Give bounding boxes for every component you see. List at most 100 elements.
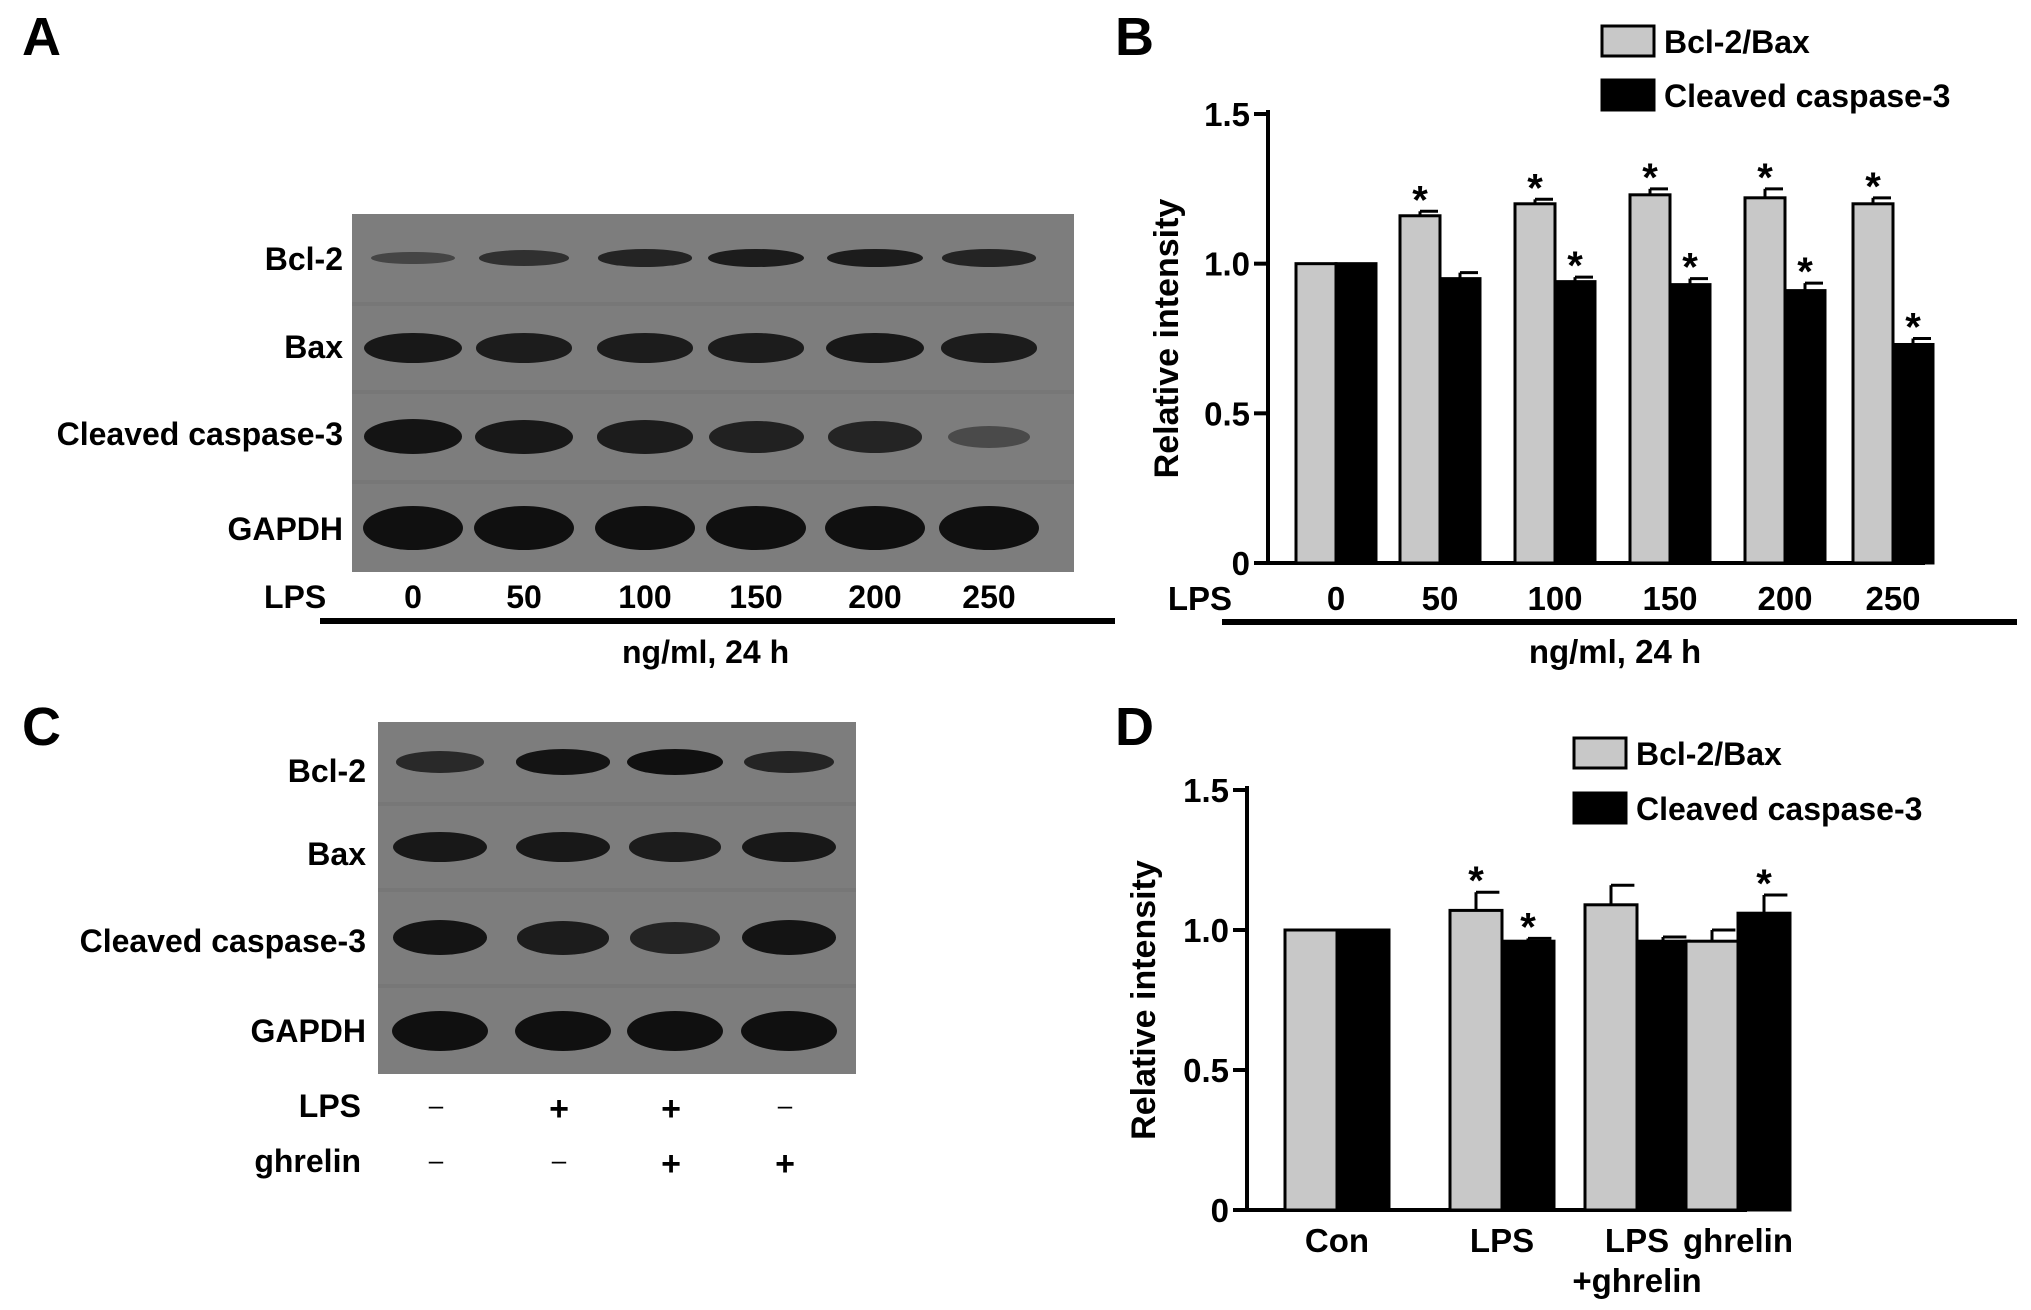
bar xyxy=(1553,280,1597,565)
blot-band xyxy=(363,419,463,455)
y-tick-label: 0.5 xyxy=(1183,1052,1229,1089)
blot-band xyxy=(364,332,462,364)
blot-band xyxy=(371,251,455,265)
bar xyxy=(1851,202,1895,565)
panel-label-d: D xyxy=(1115,697,1154,757)
blot-band xyxy=(596,333,694,363)
bar xyxy=(1448,908,1504,1212)
significance-star: * xyxy=(1757,156,1773,200)
treatment-label-lps: LPS xyxy=(298,1088,361,1124)
lane-label: 0 xyxy=(404,579,422,615)
row-label-bax: Bax xyxy=(284,329,343,365)
significance-star: * xyxy=(1527,166,1543,210)
bar xyxy=(1294,262,1338,565)
blot-band xyxy=(596,420,694,454)
bar xyxy=(1334,262,1378,565)
treatment-sign: – xyxy=(551,1145,567,1175)
blot-band xyxy=(942,249,1036,267)
blot-band xyxy=(630,922,720,954)
blot-image-a xyxy=(352,214,1074,572)
divider-line-a xyxy=(320,618,1115,624)
blot-band xyxy=(947,425,1031,449)
significance-star: * xyxy=(1797,250,1813,294)
treatment-sign: – xyxy=(428,1145,444,1175)
blot-band xyxy=(515,1011,611,1051)
significance-star: * xyxy=(1567,244,1583,288)
bar xyxy=(1283,928,1339,1212)
legend-label: Bcl-2/Bax xyxy=(1664,24,1810,60)
panel-label-c: C xyxy=(22,697,61,757)
legend-label: Cleaved caspase-3 xyxy=(1636,791,1922,827)
treatment-sign: + xyxy=(661,1090,681,1128)
legend-swatch xyxy=(1572,791,1628,825)
significance-star: * xyxy=(1468,859,1484,903)
significance-star: * xyxy=(1865,165,1881,209)
bar xyxy=(1583,903,1639,1212)
treatment-sign: + xyxy=(661,1145,681,1183)
blot-band xyxy=(395,751,485,773)
y-tick-label: 0.5 xyxy=(1204,395,1250,432)
y-axis-label: Relative intensity xyxy=(1125,860,1163,1140)
blot-band xyxy=(474,506,574,550)
blot-band xyxy=(744,750,834,774)
blot-band xyxy=(939,506,1039,550)
blot-band xyxy=(826,248,924,268)
blot-band xyxy=(707,248,805,268)
lane-label: 50 xyxy=(506,579,542,615)
row-label-caspase: Cleaved caspase-3 xyxy=(56,416,343,452)
significance-star: * xyxy=(1682,246,1698,290)
bar xyxy=(1398,214,1442,565)
y-tick-label: 1.0 xyxy=(1204,246,1250,283)
blot-band xyxy=(393,831,487,863)
blot-band xyxy=(828,421,922,453)
treatment-sign: – xyxy=(777,1090,793,1120)
row-label-bcl2: Bcl-2 xyxy=(264,241,343,277)
lane-label: 200 xyxy=(848,579,902,615)
blot-band xyxy=(475,333,573,363)
significance-star: * xyxy=(1642,156,1658,200)
x-tick-label: 200 xyxy=(1757,580,1812,617)
blot-image-c xyxy=(378,722,856,1074)
blot-band xyxy=(516,831,610,863)
x-tick-label: ghrelin xyxy=(1683,1222,1793,1259)
bar xyxy=(1628,193,1672,565)
y-axis-label: Relative intensity xyxy=(1148,199,1186,479)
blot-band xyxy=(475,419,573,454)
significance-star: * xyxy=(1756,862,1772,906)
blot-band xyxy=(392,920,488,956)
lane-label: 250 xyxy=(962,579,1016,615)
bar xyxy=(1783,289,1827,565)
row-label-gapdh: GAPDH xyxy=(250,1013,366,1049)
legend-label: Bcl-2/Bax xyxy=(1636,736,1782,772)
bar xyxy=(1668,283,1712,565)
x-tick-label: Con xyxy=(1305,1222,1369,1259)
legend-swatch xyxy=(1600,78,1656,112)
significance-star: * xyxy=(1905,306,1921,350)
lane-label: 150 xyxy=(729,579,783,615)
x-axis-label: ng/ml, 24 h xyxy=(1529,633,1701,670)
blot-band xyxy=(515,749,611,775)
unit-label-a: ng/ml, 24 h xyxy=(622,634,790,670)
treatment-sign: + xyxy=(775,1145,795,1183)
lps-label-a: LPS xyxy=(264,579,327,615)
legend-swatch xyxy=(1600,24,1656,58)
row-label-gapdh: GAPDH xyxy=(227,511,343,547)
blot-band xyxy=(363,506,463,550)
blot-band xyxy=(940,333,1038,363)
lane-label: 100 xyxy=(618,579,672,615)
x-tick-label: 150 xyxy=(1642,580,1697,617)
x-tick-label: 0 xyxy=(1327,580,1345,617)
panel-label-b: B xyxy=(1115,7,1154,67)
blot-band xyxy=(627,749,723,775)
blot-band xyxy=(707,333,805,363)
legend-label: Cleaved caspase-3 xyxy=(1664,78,1950,114)
significance-star: * xyxy=(1412,178,1428,222)
x-tick-label: LPS xyxy=(1470,1222,1534,1259)
bar xyxy=(1635,939,1691,1212)
x-tick-label: 50 xyxy=(1422,580,1459,617)
blot-band xyxy=(741,1011,837,1051)
blot-band xyxy=(627,1011,723,1051)
significance-star: * xyxy=(1520,905,1536,949)
blot-band xyxy=(479,250,569,266)
